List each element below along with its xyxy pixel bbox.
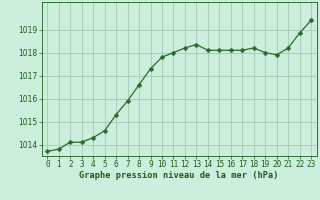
X-axis label: Graphe pression niveau de la mer (hPa): Graphe pression niveau de la mer (hPa) bbox=[79, 171, 279, 180]
